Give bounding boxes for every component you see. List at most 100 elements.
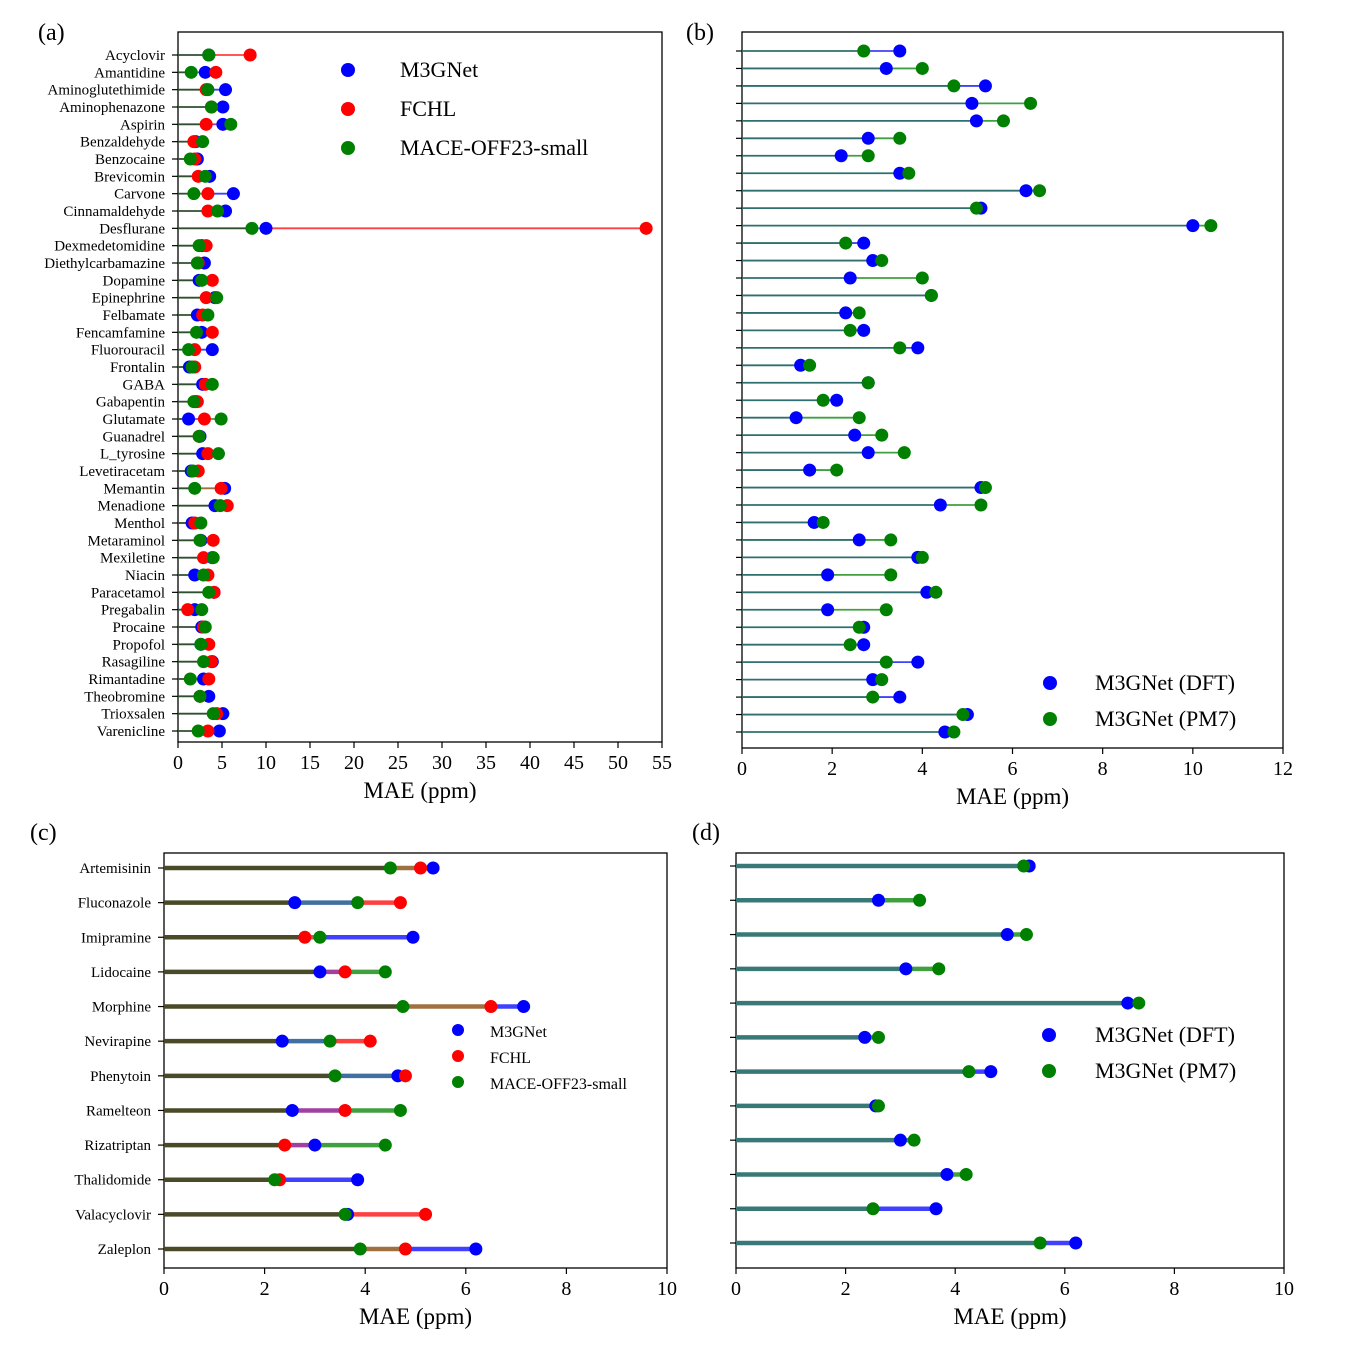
data-row — [178, 83, 233, 97]
x-tick-label: 4 — [950, 1278, 960, 1300]
y-tick-label: Lidocaine — [91, 965, 151, 981]
y-tick-label: Propofol — [113, 637, 166, 653]
point-mace-off23-small — [187, 187, 201, 201]
x-tick-label: 0 — [173, 752, 183, 774]
point-fchl — [205, 325, 219, 339]
point-m3gnet-pm7- — [902, 166, 916, 180]
point-m3gnet — [288, 896, 302, 910]
point-m3gnet-dft- — [821, 603, 835, 617]
point-fchl — [398, 1069, 412, 1083]
point-m3gnet-pm7- — [875, 428, 889, 442]
data-row — [742, 358, 817, 372]
data-row — [742, 446, 911, 460]
data-row — [178, 152, 204, 166]
point-mace-off23-small — [193, 689, 207, 703]
point-mace-off23-small — [224, 117, 238, 131]
point-m3gnet-pm7- — [875, 673, 889, 687]
point-m3gnet-dft- — [857, 638, 871, 652]
point-mace-off23-small — [184, 65, 198, 79]
point-m3gnet-pm7- — [978, 481, 992, 495]
legend-label: FCHL — [400, 96, 456, 121]
data-row — [742, 603, 893, 617]
point-m3gnet-pm7- — [893, 341, 907, 355]
point-fchl — [298, 930, 312, 944]
point-fchl — [414, 861, 428, 875]
point-mace-off23-small — [338, 1207, 352, 1221]
point-mace-off23-small — [211, 447, 225, 461]
data-row — [178, 169, 217, 183]
point-m3gnet-pm7- — [996, 114, 1010, 128]
point-m3gnet-pm7- — [852, 620, 866, 634]
point-fchl — [197, 551, 211, 565]
point-m3gnet-dft- — [1069, 1236, 1083, 1250]
point-mace-off23-small — [268, 1173, 282, 1187]
data-row — [742, 463, 844, 477]
y-tick-label: Acyclovir — [105, 48, 165, 64]
data-row — [178, 187, 240, 201]
point-m3gnet-pm7- — [884, 568, 898, 582]
data-row — [742, 411, 866, 425]
point-mace-off23-small — [213, 499, 227, 513]
data-row — [742, 44, 907, 58]
data-row — [178, 724, 226, 738]
point-fchl — [214, 481, 228, 495]
data-row — [742, 149, 875, 163]
point-m3gnet-pm7- — [924, 288, 938, 302]
legend-marker — [452, 1050, 464, 1062]
point-mace-off23-small — [353, 1242, 367, 1256]
point-m3gnet — [285, 1103, 299, 1117]
y-tick-label: Carvone — [114, 187, 165, 203]
y-tick-label: Valacyclovir — [75, 1207, 151, 1223]
point-m3gnet-dft- — [807, 515, 821, 529]
y-tick-label: Rizatriptan — [84, 1138, 151, 1154]
y-tick-label: Levetiracetam — [79, 464, 165, 480]
legend-marker — [452, 1024, 464, 1036]
y-tick-label: Pregabalin — [101, 603, 166, 619]
point-mace-off23-small — [182, 343, 196, 357]
x-tick-label: 10 — [256, 752, 276, 774]
data-row — [178, 48, 257, 62]
point-m3gnet-dft- — [933, 498, 947, 512]
point-m3gnet-dft- — [789, 411, 803, 425]
legend-marker — [1042, 1028, 1056, 1042]
data-row — [178, 499, 234, 513]
point-m3gnet-dft- — [978, 79, 992, 93]
point-m3gnet-dft- — [893, 1133, 907, 1147]
x-tick-label: 0 — [159, 1278, 169, 1300]
data-row — [178, 325, 219, 339]
x-tick-label: 35 — [476, 752, 496, 774]
data-row — [164, 930, 420, 944]
data-row — [178, 360, 202, 374]
data-row — [742, 533, 898, 547]
data-row — [742, 515, 830, 529]
point-fchl — [243, 48, 257, 62]
plot-frame — [741, 31, 1284, 749]
data-row — [178, 291, 224, 305]
data-row — [178, 273, 219, 287]
x-tick-label: 20 — [344, 752, 364, 774]
data-row — [178, 464, 205, 478]
point-mace-off23-small — [211, 204, 225, 218]
data-row — [742, 184, 1047, 198]
y-tick-label: Frontalin — [110, 360, 165, 376]
y-tick-label: Zaleplon — [98, 1242, 152, 1258]
point-m3gnet-pm7- — [843, 638, 857, 652]
data-row — [164, 1242, 483, 1256]
data-row — [164, 896, 407, 910]
y-tick-label: Menadione — [98, 499, 166, 515]
point-m3gnet-pm7- — [861, 149, 875, 163]
point-m3gnet-pm7- — [839, 236, 853, 250]
point-m3gnet-dft- — [984, 1065, 998, 1079]
y-tick-label: Trioxsalen — [101, 707, 165, 723]
data-row — [742, 323, 871, 337]
point-mace-off23-small — [188, 481, 202, 495]
point-mace-off23-small — [192, 429, 206, 443]
x-tick-label: 6 — [1008, 758, 1018, 780]
point-m3gnet — [469, 1242, 483, 1256]
y-tick-label: Metaraminol — [88, 533, 165, 549]
data-row — [164, 1103, 407, 1117]
point-m3gnet-pm7- — [884, 533, 898, 547]
chart-panel-a: (a) 0 5 10 15 20 25 30 35 40 45 50 55 MAE (ppm) Acyclo… — [38, 20, 672, 803]
point-m3gnet-dft- — [821, 568, 835, 582]
y-tick-label: Imipramine — [81, 930, 151, 946]
